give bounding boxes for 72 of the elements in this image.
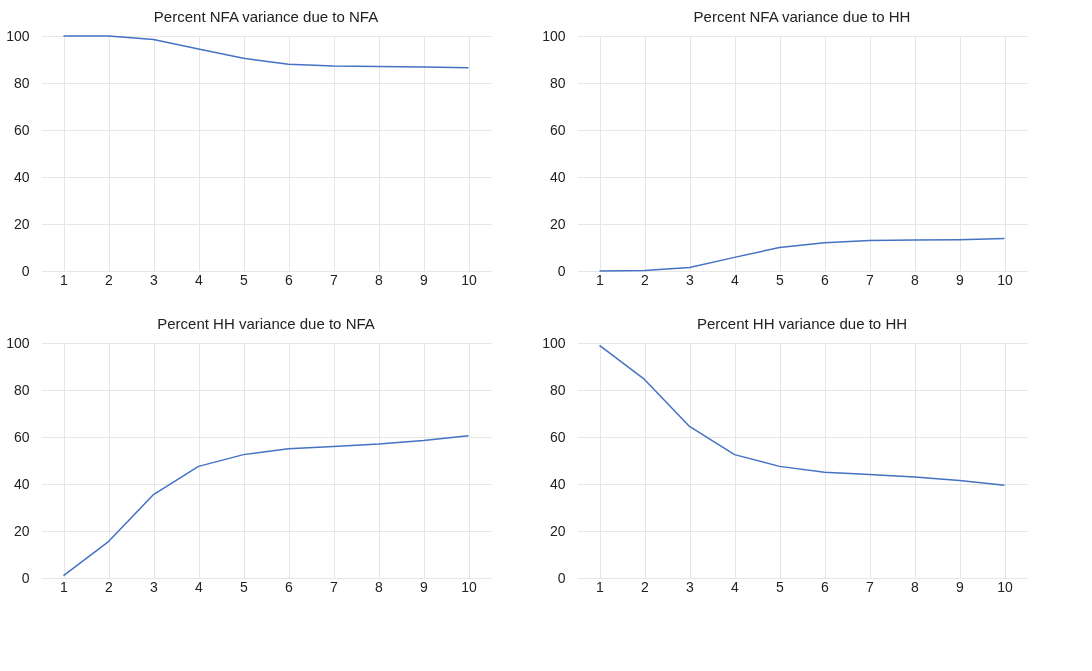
x-tick-label: 5 — [776, 578, 785, 595]
x-tick-label: 8 — [375, 271, 384, 288]
y-tick-label: 100 — [542, 27, 566, 44]
chart-title: Percent HH variance due to HH — [696, 315, 908, 332]
x-tick-label: 6 — [821, 578, 830, 595]
x-tick-label: 10 — [461, 578, 477, 595]
y-tick-label: 0 — [21, 262, 30, 279]
y-tick-label: 100 — [542, 334, 566, 351]
chart-title: Percent NFA variance due to HH — [693, 8, 911, 25]
y-tick-label: 60 — [549, 121, 566, 138]
x-tick-label: 2 — [641, 271, 650, 288]
x-tick-label: 2 — [105, 271, 114, 288]
x-tick-label: 4 — [195, 578, 204, 595]
x-tick-label: 3 — [150, 271, 159, 288]
x-tick-label: 4 — [731, 578, 740, 595]
x-tick-label: 9 — [956, 271, 965, 288]
x-tick-label: 2 — [641, 578, 650, 595]
y-tick-label: 80 — [549, 74, 566, 91]
line-series — [598, 344, 1006, 486]
y-tick-label: 40 — [13, 475, 30, 492]
x-tick-label: 8 — [911, 578, 920, 595]
y-tick-label: 40 — [13, 168, 30, 185]
chart-title: Percent NFA variance due to NFA — [153, 8, 379, 25]
x-tick-label: 4 — [731, 271, 740, 288]
x-tick-label: 7 — [330, 578, 339, 595]
y-tick-label: 100 — [6, 334, 30, 351]
y-tick-label: 100 — [6, 27, 30, 44]
x-tick-label: 7 — [866, 271, 875, 288]
x-tick-label: 1 — [596, 271, 605, 288]
y-tick-label: 80 — [549, 381, 566, 398]
x-tick-label: 10 — [997, 578, 1013, 595]
x-tick-label: 10 — [997, 271, 1013, 288]
y-tick-label: 0 — [557, 569, 566, 586]
y-tick-label: 40 — [549, 168, 566, 185]
y-tick-label: 20 — [549, 215, 566, 232]
x-tick-label: 7 — [866, 578, 875, 595]
line-series — [62, 435, 470, 577]
chart-title: Percent HH variance due to NFA — [157, 315, 375, 332]
x-tick-label: 5 — [776, 271, 785, 288]
x-tick-label: 8 — [911, 271, 920, 288]
y-tick-label: 0 — [21, 569, 30, 586]
x-tick-label: 5 — [240, 271, 249, 288]
x-tick-label: 2 — [105, 578, 114, 595]
x-tick-label: 10 — [461, 271, 477, 288]
y-tick-label: 60 — [13, 428, 30, 445]
x-tick-label: 9 — [420, 271, 429, 288]
x-tick-label: 8 — [375, 578, 384, 595]
x-tick-label: 6 — [285, 271, 294, 288]
y-tick-label: 0 — [557, 262, 566, 279]
x-tick-label: 3 — [686, 578, 695, 595]
x-tick-label: 6 — [285, 578, 294, 595]
line-series — [62, 35, 470, 69]
x-tick-label: 3 — [686, 271, 695, 288]
x-tick-label: 1 — [60, 578, 69, 595]
y-tick-label: 20 — [549, 522, 566, 539]
y-tick-label: 80 — [13, 74, 30, 91]
x-tick-label: 5 — [240, 578, 249, 595]
y-tick-label: 20 — [13, 215, 30, 232]
y-tick-label: 60 — [549, 428, 566, 445]
x-tick-label: 3 — [150, 578, 159, 595]
x-tick-label: 1 — [596, 578, 605, 595]
y-tick-label: 40 — [549, 475, 566, 492]
x-tick-label: 1 — [60, 271, 69, 288]
x-tick-label: 9 — [420, 578, 429, 595]
x-tick-label: 4 — [195, 271, 204, 288]
x-tick-label: 6 — [821, 271, 830, 288]
line-series — [598, 237, 1006, 272]
y-tick-label: 80 — [13, 381, 30, 398]
x-tick-label: 7 — [330, 271, 339, 288]
y-tick-label: 60 — [13, 121, 30, 138]
x-tick-label: 9 — [956, 578, 965, 595]
y-tick-label: 20 — [13, 522, 30, 539]
